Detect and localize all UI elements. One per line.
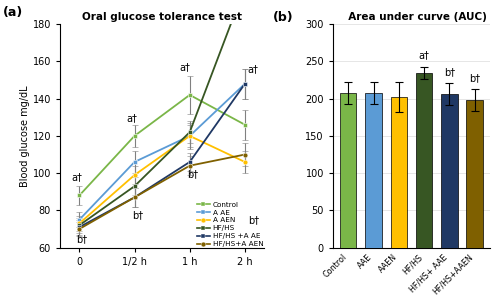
Text: (b): (b) <box>273 11 294 24</box>
Text: a†: a† <box>126 113 137 123</box>
Bar <box>390 97 407 248</box>
Title: Oral glucose tolerance test: Oral glucose tolerance test <box>82 12 242 22</box>
Bar <box>340 93 356 248</box>
Y-axis label: Blood glucose mg/dL: Blood glucose mg/dL <box>20 85 30 187</box>
Text: (a): (a) <box>2 6 23 19</box>
Bar <box>366 93 382 248</box>
Legend: Control, A AE, A AEN, HF/HS, HF/HS +A AE, HF/HS+A AEN: Control, A AE, A AEN, HF/HS, HF/HS +A AE… <box>195 200 264 249</box>
Text: a†: a† <box>180 63 190 72</box>
Text: Area under curve (AUC): Area under curve (AUC) <box>340 12 486 22</box>
Text: a†: a† <box>248 64 258 74</box>
Bar <box>466 100 483 248</box>
Text: b†: b† <box>187 169 198 179</box>
Text: b†: b† <box>444 67 455 77</box>
Text: b†: b† <box>469 73 480 83</box>
Text: b†: b† <box>132 210 143 220</box>
Text: a†: a† <box>418 51 430 61</box>
Text: b†: b† <box>248 215 259 225</box>
Bar <box>416 72 432 248</box>
Text: b†: b† <box>76 234 88 244</box>
Text: a†: a† <box>71 172 82 182</box>
Bar <box>441 94 458 248</box>
